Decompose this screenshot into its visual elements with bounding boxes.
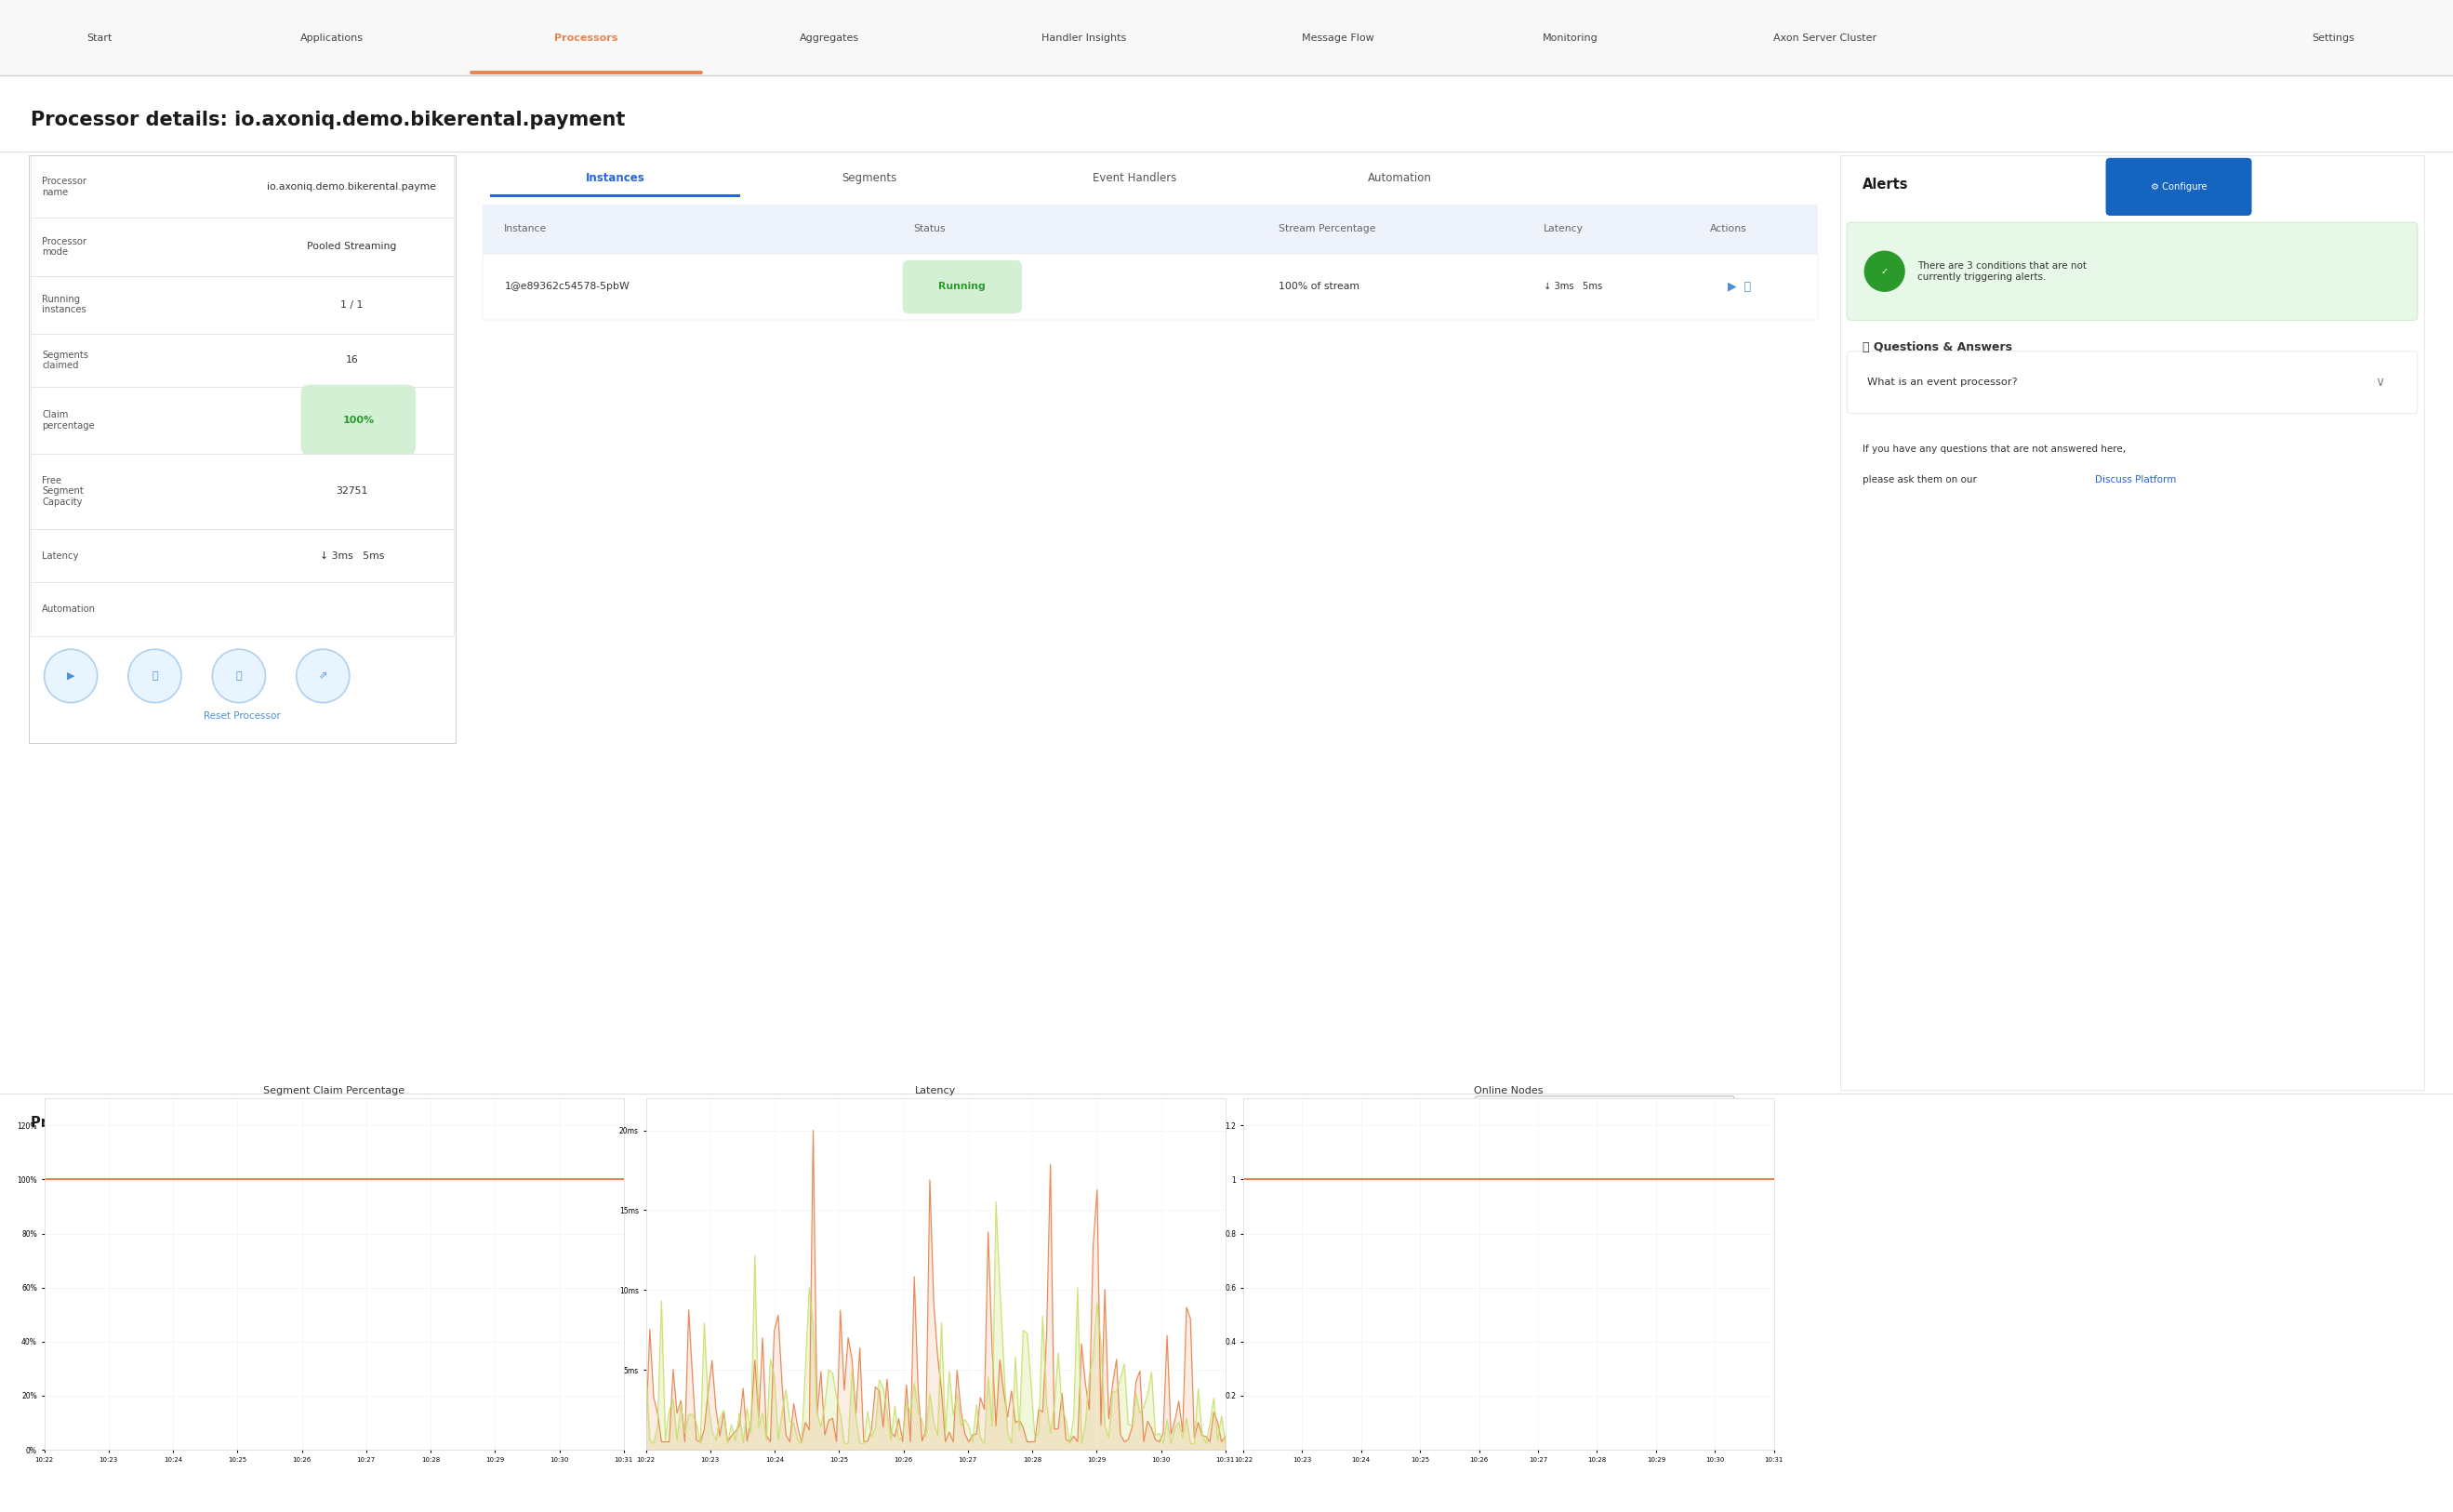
FancyBboxPatch shape bbox=[1474, 1096, 1734, 1149]
Text: What is an event processor?: What is an event processor? bbox=[1867, 378, 2016, 387]
Bar bbox=[32, 582, 454, 637]
Bar bbox=[29, 156, 456, 742]
Text: Running: Running bbox=[939, 283, 986, 292]
Text: ✓: ✓ bbox=[1881, 266, 1889, 275]
Text: ↓ 3ms   5ms: ↓ 3ms 5ms bbox=[319, 552, 385, 561]
Text: Processor details: io.axoniq.demo.bikerental.payment: Processor details: io.axoniq.demo.bikere… bbox=[32, 110, 626, 130]
FancyBboxPatch shape bbox=[302, 384, 417, 455]
Circle shape bbox=[128, 649, 182, 703]
Text: Alerts: Alerts bbox=[1862, 177, 1908, 192]
Bar bbox=[32, 387, 454, 454]
Text: Actions: Actions bbox=[1710, 224, 1747, 234]
Text: If you have any questions that are not answered here,: If you have any questions that are not a… bbox=[1862, 445, 2127, 454]
Text: Instances: Instances bbox=[586, 172, 645, 184]
Text: 1@e89362c54578-5pbW: 1@e89362c54578-5pbW bbox=[505, 283, 630, 292]
Text: Settings: Settings bbox=[2313, 33, 2355, 42]
FancyBboxPatch shape bbox=[1847, 222, 2419, 321]
FancyBboxPatch shape bbox=[1847, 351, 2419, 414]
Text: Start: Start bbox=[86, 33, 113, 42]
Text: Processor
name: Processor name bbox=[42, 177, 86, 197]
Circle shape bbox=[297, 649, 348, 703]
Text: Segments
claimed: Segments claimed bbox=[42, 351, 88, 370]
Text: ⏸: ⏸ bbox=[152, 671, 157, 680]
Title: Latency: Latency bbox=[915, 1086, 957, 1095]
Text: Time Window: Time Window bbox=[1494, 1110, 1545, 1119]
Text: 100%: 100% bbox=[343, 416, 375, 425]
Text: Instance: Instance bbox=[505, 224, 547, 234]
Text: Free
Segment
Capacity: Free Segment Capacity bbox=[42, 476, 83, 507]
Text: Aggregates: Aggregates bbox=[800, 33, 859, 42]
Bar bbox=[32, 275, 454, 334]
Bar bbox=[32, 454, 454, 529]
Text: ⏭: ⏭ bbox=[235, 671, 243, 680]
Text: ↓ 3ms   5ms: ↓ 3ms 5ms bbox=[1543, 283, 1602, 292]
Bar bbox=[32, 218, 454, 275]
Text: 16: 16 bbox=[346, 355, 358, 364]
Text: io.axoniq.demo.bikerental.payme: io.axoniq.demo.bikerental.payme bbox=[267, 181, 437, 192]
Text: Handler Insights: Handler Insights bbox=[1043, 33, 1126, 42]
Text: Axon Server Cluster: Axon Server Cluster bbox=[1774, 33, 1877, 42]
Circle shape bbox=[1864, 251, 1904, 292]
Bar bbox=[483, 204, 1818, 254]
Text: Pooled Streaming: Pooled Streaming bbox=[307, 242, 397, 251]
Text: Event Handlers: Event Handlers bbox=[1092, 172, 1177, 184]
Text: Claim
percentage: Claim percentage bbox=[42, 410, 96, 431]
Text: There are 3 conditions that are not
currently triggering alerts.: There are 3 conditions that are not curr… bbox=[1918, 262, 2088, 281]
Circle shape bbox=[213, 649, 265, 703]
Text: ∨: ∨ bbox=[2375, 376, 2384, 389]
Bar bbox=[32, 156, 454, 218]
Text: Status: Status bbox=[913, 224, 947, 234]
Text: ▾: ▾ bbox=[1715, 1126, 1720, 1139]
Bar bbox=[32, 529, 454, 582]
Text: Monitoring: Monitoring bbox=[1543, 33, 1599, 42]
Text: Stream Percentage: Stream Percentage bbox=[1278, 224, 1376, 234]
Text: Applications: Applications bbox=[299, 33, 363, 42]
FancyBboxPatch shape bbox=[903, 260, 1023, 313]
Text: Processors: Processors bbox=[554, 33, 618, 42]
Text: please ask them on our: please ask them on our bbox=[1862, 476, 1980, 485]
Text: 10 Minutes: 10 Minutes bbox=[1504, 1126, 1560, 1137]
Text: Automation: Automation bbox=[42, 605, 96, 614]
Bar bbox=[1840, 156, 2424, 1090]
Text: ▶  ⏸: ▶ ⏸ bbox=[1727, 281, 1751, 293]
Text: Message Flow: Message Flow bbox=[1303, 33, 1374, 42]
Text: 🔶 Questions & Answers: 🔶 Questions & Answers bbox=[1862, 340, 2011, 352]
FancyBboxPatch shape bbox=[2105, 157, 2252, 216]
Title: Online Nodes: Online Nodes bbox=[1474, 1086, 1543, 1095]
Text: 32751: 32751 bbox=[336, 487, 368, 496]
Text: Processor
mode: Processor mode bbox=[42, 237, 86, 257]
Bar bbox=[483, 254, 1818, 321]
Bar bbox=[0, 0, 2453, 76]
Text: Segments: Segments bbox=[841, 172, 898, 184]
Text: ∨: ∨ bbox=[530, 1117, 540, 1129]
Text: ▶: ▶ bbox=[66, 671, 74, 680]
Text: 100% of stream: 100% of stream bbox=[1278, 283, 1359, 292]
Text: Processor Statistics: Processor Statistics bbox=[32, 1116, 184, 1129]
Text: Latency: Latency bbox=[1543, 224, 1585, 234]
Text: ⇗: ⇗ bbox=[319, 671, 326, 680]
Text: 1 / 1: 1 / 1 bbox=[341, 299, 363, 310]
Text: Latency: Latency bbox=[42, 552, 78, 561]
Text: Running
instances: Running instances bbox=[42, 295, 86, 314]
Text: Discuss Platform: Discuss Platform bbox=[2095, 476, 2176, 485]
Bar bbox=[32, 334, 454, 387]
Circle shape bbox=[44, 649, 98, 703]
Text: ⚙ Configure: ⚙ Configure bbox=[2151, 181, 2208, 192]
Text: Reset Processor: Reset Processor bbox=[204, 711, 280, 721]
Text: 3 / 3 graphs selected: 3 / 3 graphs selected bbox=[343, 1119, 451, 1128]
Text: Automation: Automation bbox=[1369, 172, 1433, 184]
Title: Segment Claim Percentage: Segment Claim Percentage bbox=[262, 1086, 405, 1095]
